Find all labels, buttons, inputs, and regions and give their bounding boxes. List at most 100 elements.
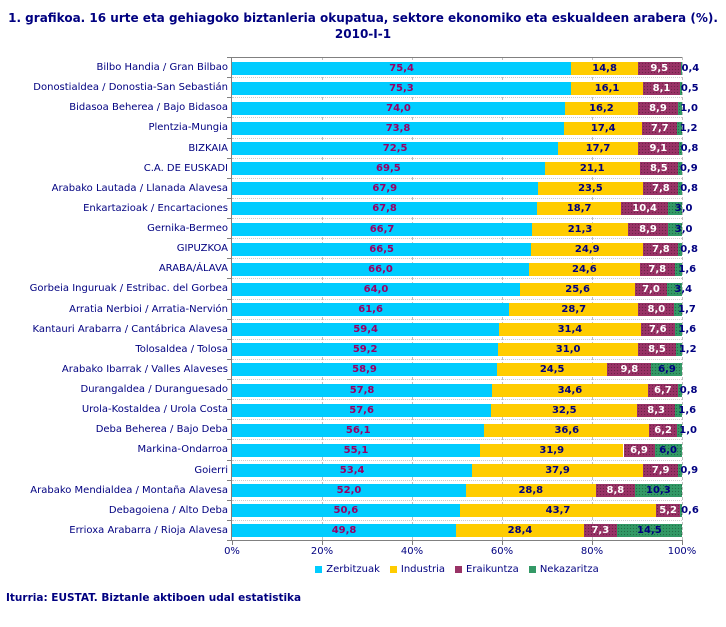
- value-label-industria: 17,7: [585, 143, 611, 154]
- segment-zerbitzuak: [232, 403, 492, 417]
- chart-row: Gernika-Bermeo 66,7 21,3 8,9 3,0: [0, 218, 726, 238]
- value-label-eraikuntza: 7,9: [651, 465, 670, 476]
- value-label-nekazaritza: 0,8: [680, 143, 699, 154]
- value-label-zerbitzuak: 59,2: [352, 344, 378, 356]
- legend-item-zerbitzuak: Zerbitzuak: [315, 564, 380, 575]
- x-axis-tick-label: 0%: [224, 546, 240, 557]
- legend-label: Nekazaritza: [539, 564, 599, 575]
- value-label-eraikuntza: 6,2: [654, 424, 672, 436]
- segment-eraikuntza: [621, 202, 669, 216]
- segment-zerbitzuak: [232, 142, 559, 155]
- category-label: BIZKAIA: [188, 142, 228, 154]
- value-label-industria: 21,1: [579, 163, 605, 175]
- category-axis-tick: [227, 519, 231, 521]
- category-label: ARABA/ÁLAVA: [158, 263, 228, 275]
- value-label-eraikuntza: 7,3: [591, 525, 610, 537]
- value-label-zerbitzuak: 66,7: [369, 223, 395, 235]
- category-label: Enkartazioak / Encartaciones: [83, 202, 228, 214]
- segment-industria: [544, 162, 640, 176]
- value-label-industria: 16,1: [594, 82, 620, 94]
- category-label: Arabako Ibarrak / Valles Alaveses: [61, 363, 228, 375]
- chart-title: 1. grafikoa. 16 urte eta gehiagoko bizta…: [0, 10, 726, 42]
- segment-eraikuntza: [649, 423, 678, 437]
- value-label-nekazaritza: 3,4: [674, 283, 693, 295]
- segment-eraikuntza: [637, 142, 679, 155]
- segment-nekazaritza: [680, 61, 683, 75]
- value-label-zerbitzuak: 57,8: [349, 384, 375, 396]
- chart-row: Durangaldea / Duranguesado 57,8 34,6 6,7 0,8: [0, 379, 726, 399]
- segment-zerbitzuak: [232, 182, 538, 196]
- x-axis-tick-label: 100%: [667, 546, 697, 557]
- segment-industria: [520, 282, 636, 296]
- segment-zerbitzuak: [232, 61, 572, 75]
- category-label: Gernika-Bermeo: [147, 223, 228, 234]
- chart-row: Goierri 53,4 37,9 7,9 0,9: [0, 459, 726, 480]
- x-axis-tick-label: 20%: [310, 546, 334, 557]
- segment-nekazaritza: [635, 484, 682, 498]
- segment-eraikuntza: [583, 524, 617, 538]
- segment-nekazaritza: [668, 202, 682, 216]
- legend-label: Eraikuntza: [466, 564, 519, 575]
- legend-item-nekazaritza: Nekazaritza: [528, 564, 599, 575]
- segment-eraikuntza: [635, 282, 667, 296]
- category-axis-tick: [227, 197, 231, 199]
- bar-track: 72,5 17,7 9,1 0,8: [232, 137, 698, 159]
- chart-row: Deba Beherea / Bajo Deba 56,1 36,6 6,2 1,0: [0, 419, 726, 439]
- chart-row: Bidasoa Beherea / Bajo Bidasoa 74,0 16,2 8,…: [0, 97, 726, 117]
- category-axis-tick: [227, 379, 231, 380]
- segment-eraikuntza: [637, 61, 681, 75]
- value-label-eraikuntza: 9,8: [620, 364, 639, 376]
- value-label-nekazaritza: 0,9: [679, 163, 698, 175]
- value-label-zerbitzuak: 75,3: [389, 82, 414, 94]
- value-label-nekazaritza: 1,6: [678, 263, 697, 275]
- segment-nekazaritza: [677, 101, 683, 115]
- segment-industria: [498, 343, 638, 357]
- category-label: Arabako Mendialdea / Montaña Alavesa: [30, 484, 228, 496]
- segment-nekazaritza: [654, 443, 682, 457]
- value-label-industria: 32,5: [551, 404, 577, 416]
- value-label-industria: 31,4: [557, 324, 583, 336]
- chart-row: Enkartazioak / Encartaciones 67,8 18,7 10,4…: [0, 197, 726, 218]
- segment-industria: [558, 142, 638, 155]
- segment-eraikuntza: [639, 262, 675, 276]
- value-label-nekazaritza: 10,3: [646, 485, 671, 497]
- segment-eraikuntza: [642, 464, 679, 477]
- segment-nekazaritza: [666, 282, 682, 296]
- value-label-eraikuntza: 8,5: [649, 163, 668, 175]
- legend: Zerbitzuak Industria Eraikuntza Nekazaritza: [232, 564, 682, 575]
- value-label-zerbitzuak: 74,0: [386, 102, 411, 114]
- value-label-nekazaritza: 1,6: [678, 324, 697, 336]
- legend-swatch-icon: [528, 566, 536, 573]
- segment-eraikuntza: [638, 303, 675, 316]
- segment-zerbitzuak: [232, 282, 520, 296]
- category-label: Arratia Nerbioi / Arratia-Nervión: [69, 303, 228, 315]
- value-label-zerbitzuak: 69,5: [376, 163, 401, 175]
- value-label-zerbitzuak: 50,6: [333, 505, 359, 517]
- value-label-zerbitzuak: 52,0: [336, 485, 362, 497]
- value-axis-tick: [682, 541, 683, 545]
- value-label-nekazaritza: 1,7: [678, 304, 696, 315]
- segment-zerbitzuak: [232, 383, 493, 397]
- value-label-industria: 28,8: [518, 485, 544, 497]
- value-label-eraikuntza: 7,8: [651, 243, 670, 255]
- category-label: C.A. DE EUSKADI: [143, 162, 228, 174]
- value-label-zerbitzuak: 64,0: [363, 283, 389, 295]
- segment-eraikuntza: [643, 182, 679, 196]
- value-label-nekazaritza: 3,0: [674, 223, 693, 235]
- value-label-nekazaritza: 1,0: [680, 102, 698, 114]
- value-label-industria: 23,5: [578, 183, 603, 195]
- category-label: Plentzia-Mungia: [148, 122, 228, 134]
- value-label-zerbitzuak: 57,6: [349, 404, 374, 416]
- category-axis-tick: [227, 459, 231, 461]
- segment-nekazaritza: [677, 383, 682, 397]
- value-label-industria: 36,6: [554, 424, 580, 436]
- value-axis-tick: [592, 541, 593, 545]
- category-label: Donostialdea / Donostia-San Sebastián: [33, 82, 228, 94]
- value-label-industria: 31,0: [555, 344, 581, 356]
- chart-row: Donostialdea / Donostia-San Sebastián 75,…: [0, 77, 726, 97]
- bar-track: 56,1 36,6 6,2 1,0: [232, 419, 697, 440]
- value-label-nekazaritza: 3,0: [674, 203, 693, 215]
- value-label-industria: 24,6: [572, 263, 597, 275]
- bar-track: 59,4 31,4 7,6 1,6: [232, 318, 696, 340]
- value-label-eraikuntza: 7,7: [650, 122, 669, 134]
